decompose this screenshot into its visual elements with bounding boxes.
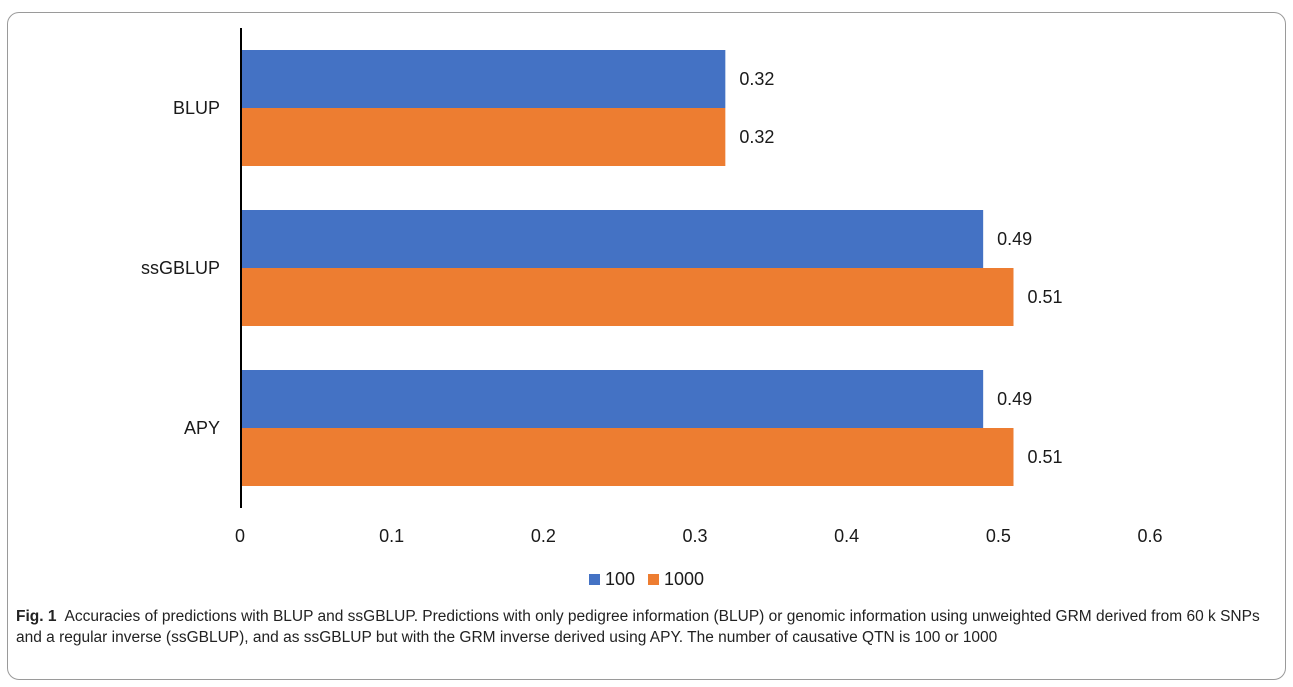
bar-blup-100 [240, 50, 726, 108]
bar-apy-1000 [240, 428, 1014, 486]
legend-label-1000: 1000 [664, 569, 705, 589]
legend-swatch-100 [588, 574, 600, 585]
data-label-ssgblup-100: 0.49 [997, 229, 1032, 249]
x-tick-label: 0.6 [1137, 526, 1162, 546]
x-tick-label: 0 [235, 526, 245, 546]
bar-apy-100 [240, 370, 984, 428]
x-tick-label: 0.1 [379, 526, 404, 546]
figure-label: Fig. 1 [16, 608, 57, 625]
legend-label-100: 100 [604, 569, 635, 589]
category-label-apy: APY [184, 418, 220, 438]
category-label-blup: BLUP [173, 98, 220, 118]
x-tick-label: 0.2 [531, 526, 556, 546]
data-label-apy-1000: 0.51 [1028, 447, 1063, 467]
x-tick-label: 0.3 [682, 526, 707, 546]
legend-item-1000: 1000 [648, 569, 704, 590]
bar-blup-1000 [240, 108, 726, 166]
figure-caption: Fig. 1 Accuracies of predictions with BLU… [16, 606, 1278, 648]
figure-frame [7, 12, 1286, 680]
legend-item-100: 100 [588, 569, 635, 590]
legend-swatch-1000 [648, 574, 659, 585]
data-label-blup-1000: 0.32 [739, 127, 774, 147]
bar-ssgblup-100 [240, 210, 984, 268]
data-label-apy-100: 0.49 [997, 389, 1032, 409]
legend: 100 1000 [0, 569, 1293, 590]
data-label-blup-100: 0.32 [739, 69, 774, 89]
category-label-ssgblup: ssGBLUP [141, 258, 220, 278]
bar-chart: 0.32 0.32 BLUP 0.49 0.51 ssGBLUP 0.49 0.51 APY 0 0… [141, 28, 1163, 546]
bar-ssgblup-1000 [240, 268, 1014, 326]
data-label-ssgblup-1000: 0.51 [1028, 287, 1063, 307]
x-tick-label: 0.5 [986, 526, 1011, 546]
caption-text: Accuracies of predictions with BLUP and … [16, 608, 1260, 646]
x-tick-label: 0.4 [834, 526, 859, 546]
